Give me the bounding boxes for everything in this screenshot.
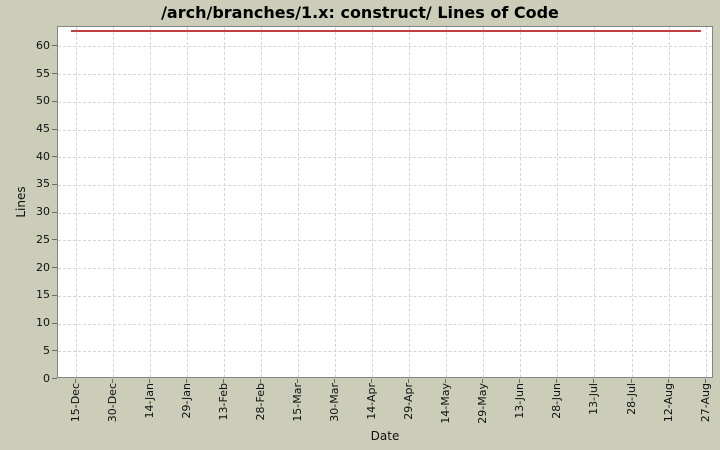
gridline-vertical (297, 27, 299, 377)
x-tick-mark (593, 379, 595, 383)
x-tick-mark (185, 379, 187, 383)
y-tick-label: 20 (36, 260, 50, 274)
y-tick-mark (52, 378, 57, 379)
gridline-vertical (631, 27, 633, 377)
y-tick-mark (52, 100, 57, 102)
y-tick-label: 55 (36, 66, 50, 80)
x-tick-label: 14-May (439, 383, 453, 424)
x-tick-label: 14-Apr (365, 383, 379, 420)
gridline-horizontal (58, 101, 712, 103)
x-tick-label: 13-Jul (587, 383, 601, 415)
gridline-horizontal (58, 157, 712, 159)
x-tick-label: 28-Jul (624, 383, 638, 415)
x-tick-label: 29-Apr (402, 383, 416, 420)
x-tick-mark (333, 379, 335, 383)
gridline-vertical (372, 27, 374, 377)
x-tick-label: 13-Feb (216, 383, 230, 421)
y-tick-mark (52, 45, 57, 47)
gridline-horizontal (58, 184, 712, 186)
x-tick-label: 28-Jun (550, 383, 564, 419)
gridline-vertical (75, 27, 77, 377)
x-tick-mark (445, 379, 447, 383)
gridline-vertical (223, 27, 225, 377)
y-tick-label: 25 (36, 232, 50, 246)
gridline-horizontal (58, 268, 712, 270)
x-tick-label: 15-Dec (68, 383, 82, 423)
x-tick-mark (74, 379, 76, 383)
y-tick-mark (52, 128, 57, 130)
x-tick-mark (111, 379, 113, 383)
gridline-vertical (149, 27, 151, 377)
y-tick-label: 15 (36, 288, 50, 302)
x-tick-mark (630, 379, 632, 383)
x-tick-mark (704, 379, 706, 383)
gridline-vertical (594, 27, 596, 377)
y-tick-mark (52, 294, 57, 296)
gridline-vertical (409, 27, 411, 377)
gridline-horizontal (58, 129, 712, 131)
gridline-vertical (483, 27, 485, 377)
gridline-horizontal (58, 351, 712, 353)
y-tick-label: 35 (36, 177, 50, 191)
x-tick-label: 29-Jan (179, 383, 193, 419)
gridline-horizontal (58, 295, 712, 297)
gridline-horizontal (58, 212, 712, 214)
y-tick-label: 5 (43, 343, 50, 357)
gridline-horizontal (58, 46, 712, 48)
x-tick-mark (222, 379, 224, 383)
gridline-vertical (705, 27, 707, 377)
x-tick-label: 12-Aug (661, 383, 675, 423)
gridline-horizontal (58, 240, 712, 242)
gridline-vertical (112, 27, 114, 377)
x-tick-label: 30-Mar (327, 383, 341, 422)
x-tick-label: 28-Feb (253, 383, 267, 421)
loc-series-line (70, 29, 701, 32)
y-tick-label: 45 (36, 122, 50, 136)
x-tick-mark (408, 379, 410, 383)
y-tick-label: 30 (36, 205, 50, 219)
x-tick-label: 27-Aug (698, 383, 712, 423)
x-tick-label: 29-May (476, 383, 490, 424)
gridline-horizontal (58, 323, 712, 325)
chart-title: /arch/branches/1.x: construct/ Lines of … (161, 3, 559, 22)
x-tick-mark (482, 379, 484, 383)
x-tick-label: 14-Jan (142, 383, 156, 419)
x-tick-label: 30-Dec (105, 383, 119, 423)
y-tick-label: 0 (43, 371, 50, 385)
x-tick-mark (667, 379, 669, 383)
x-tick-label: 15-Mar (290, 383, 304, 422)
y-axis-title: Lines (14, 186, 28, 218)
y-tick-label: 50 (36, 94, 50, 108)
y-tick-label: 60 (36, 38, 50, 52)
x-tick-mark (148, 379, 150, 383)
x-tick-mark (519, 379, 521, 383)
y-tick-mark (52, 73, 57, 75)
y-tick-mark (52, 322, 57, 324)
x-axis-title: Date (370, 429, 400, 443)
y-tick-mark (52, 239, 57, 241)
x-tick-mark (259, 379, 261, 383)
y-tick-mark (52, 183, 57, 185)
gridline-vertical (186, 27, 188, 377)
y-tick-mark (52, 211, 57, 213)
y-tick-label: 40 (36, 149, 50, 163)
y-tick-mark (52, 156, 57, 158)
gridline-vertical (557, 27, 559, 377)
gridline-vertical (520, 27, 522, 377)
gridline-vertical (260, 27, 262, 377)
plot-area (57, 26, 713, 378)
y-tick-label: 10 (36, 316, 50, 330)
gridline-vertical (334, 27, 336, 377)
y-tick-mark (52, 350, 57, 352)
gridline-horizontal (58, 74, 712, 76)
x-tick-mark (296, 379, 298, 383)
y-tick-mark (52, 267, 57, 269)
x-tick-mark (371, 379, 373, 383)
gridline-vertical (668, 27, 670, 377)
gridline-vertical (446, 27, 448, 377)
x-tick-label: 13-Jun (513, 383, 527, 419)
x-tick-mark (556, 379, 558, 383)
